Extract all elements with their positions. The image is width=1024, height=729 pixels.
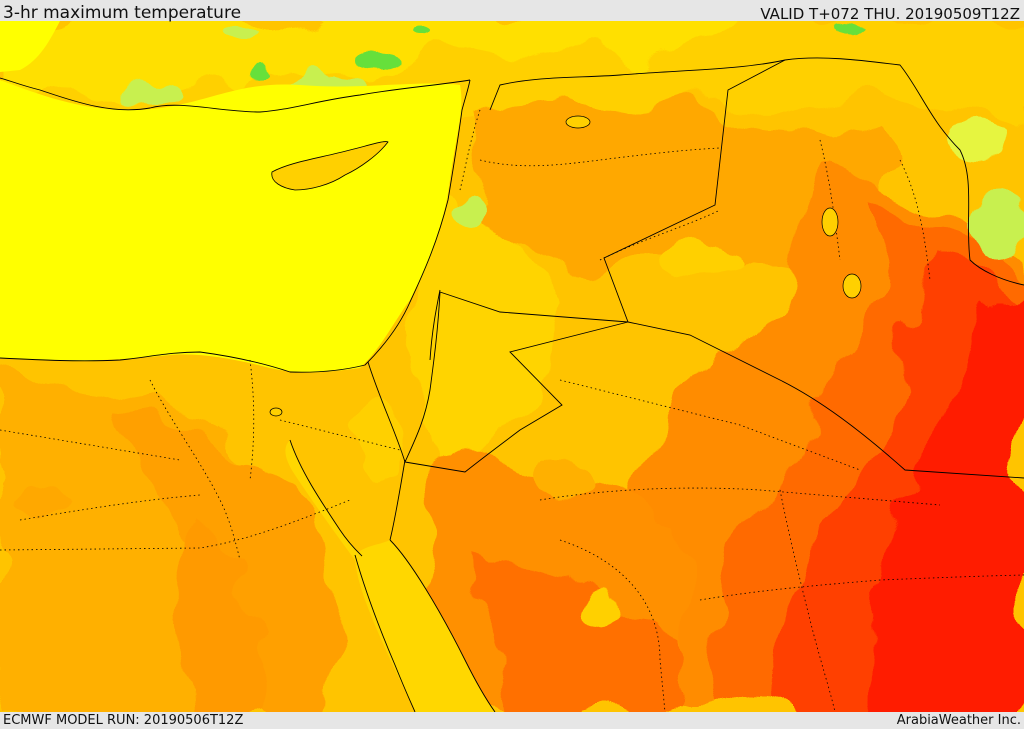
province-7 — [559, 379, 861, 471]
patch-orange-1 — [530, 460, 590, 500]
patch-orange-2 — [685, 435, 755, 485]
title-bar: 3-hr maximum temperature VALID T+072 THU… — [0, 0, 1024, 23]
border-iraq-iran — [784, 57, 1024, 286]
footer-bar: ECMWF MODEL RUN: 20190506T12Z ArabiaWeat… — [0, 712, 1024, 729]
province-16 — [279, 419, 401, 451]
lake-nasser-north — [269, 407, 283, 417]
province-6 — [779, 489, 836, 712]
zone-syria-orange — [470, 101, 900, 280]
border-egypt-israel — [367, 361, 406, 463]
border-syria-iraq — [603, 59, 786, 323]
gulf-of-suez — [285, 440, 362, 560]
patch-lightgreen-5 — [950, 120, 1010, 160]
province-12 — [0, 429, 181, 461]
zone-nile-orange — [183, 520, 270, 712]
patch-lightgreen-4 — [970, 185, 1024, 255]
credit: ArabiaWeather Inc. — [896, 713, 1021, 728]
coastline-dead-sea — [429, 289, 441, 361]
patch-green-2 — [248, 66, 272, 78]
patch-green-3 — [412, 23, 428, 33]
province-14 — [699, 574, 1024, 601]
province-11 — [899, 159, 931, 281]
patch-yellow-3 — [355, 400, 405, 480]
province-13 — [19, 494, 201, 521]
coastline-red-sea-east — [389, 539, 496, 712]
patch-green-4 — [836, 24, 864, 36]
patch-lightgreen-1 — [115, 83, 185, 107]
coastline-aqaba — [389, 459, 406, 541]
patch-orange-3 — [10, 480, 70, 520]
lake-razazza — [842, 273, 862, 299]
red-sea — [355, 540, 495, 712]
province-4 — [539, 487, 941, 506]
patch-lightgreen-6 — [220, 21, 260, 40]
border-jordan-syria — [439, 291, 629, 323]
coastline-red-sea-west — [354, 554, 416, 712]
province-8 — [479, 147, 721, 167]
cyprus — [271, 141, 389, 191]
coastline-turkey — [0, 77, 471, 113]
aegean-sea — [0, 21, 60, 72]
border-jordan-saudi — [404, 321, 629, 473]
province-9 — [599, 209, 721, 261]
province-1 — [0, 499, 351, 551]
lake-tharthar — [821, 207, 839, 237]
coastline-suez — [289, 439, 363, 557]
patch-yellow-1 — [655, 242, 745, 278]
province-15 — [459, 109, 481, 191]
model-run: ECMWF MODEL RUN: 20190506T12Z — [3, 713, 244, 728]
province-10 — [819, 139, 841, 261]
patch-lightgreen-3 — [454, 201, 486, 229]
zone-saudi-dark — [480, 560, 680, 712]
map-title: 3-hr maximum temperature — [3, 3, 242, 23]
border-syria-turkey — [489, 59, 786, 111]
patch-yellow-2 — [578, 596, 622, 624]
valid-time: VALID T+072 THU. 20190509T12Z — [760, 5, 1020, 23]
lake-assad — [565, 115, 591, 129]
border-israel-jordan — [404, 291, 441, 463]
zone-levant-yellow — [410, 180, 560, 520]
temperature-map — [0, 21, 1024, 712]
border-iraq-saudi — [627, 321, 1024, 479]
zone-east-red — [858, 300, 1024, 712]
coastline-med-south — [0, 79, 471, 373]
patch-green-1 — [355, 50, 405, 70]
